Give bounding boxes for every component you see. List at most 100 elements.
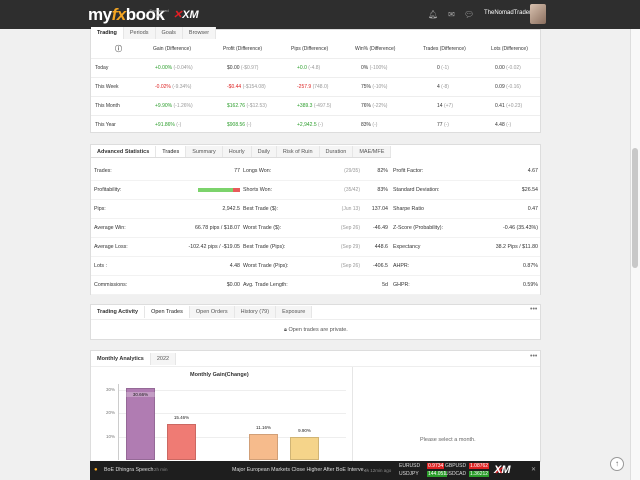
more-options-icon[interactable]: ••• — [530, 353, 538, 360]
stat-label: Worst Trade ($): — [243, 225, 282, 231]
stat-value: $0.00 — [226, 282, 240, 288]
stat-value: 82% — [377, 168, 388, 174]
stat-value: $26.54 — [521, 187, 538, 193]
y-tick-label: 30% — [106, 387, 116, 392]
stat-label: Avg. Trade Length: — [243, 282, 288, 288]
news-item[interactable]: Major European Markets Close Higher Afte… — [232, 467, 369, 473]
chat-icon[interactable]: 💬︎ — [464, 10, 475, 19]
sponsored-label: Sponsored by — [149, 8, 169, 18]
stat-label: Average Loss: — [94, 244, 128, 250]
chart-bar[interactable] — [249, 433, 278, 460]
stat-label: Average Win: — [94, 225, 126, 231]
info-icon[interactable]: ⓘ — [115, 46, 122, 53]
stat-note: (35/42) — [344, 187, 360, 193]
scrollbar-thumb[interactable] — [632, 148, 638, 268]
y-axis — [118, 384, 119, 460]
tab-hourly[interactable]: Hourly — [222, 146, 252, 157]
stat-label[interactable]: GHPR: — [393, 282, 410, 288]
bell-icon[interactable]: 🔔︎ — [428, 10, 439, 19]
stat-label[interactable]: Profit Factor: — [393, 168, 424, 174]
chart-bar[interactable] — [167, 423, 196, 460]
username[interactable]: TheNomadTrader — [484, 10, 532, 16]
stats-row — [91, 257, 540, 276]
stat-note: (Jun 13) — [341, 206, 360, 212]
tab-exposure[interactable]: Exposure — [276, 306, 313, 318]
stat-value: 0.87% — [522, 263, 538, 269]
chart-bar[interactable] — [290, 436, 319, 460]
profitability-win-bar — [198, 188, 233, 192]
stat-note: (29/35) — [344, 168, 360, 174]
year-selector[interactable]: 2022 — [150, 353, 177, 365]
xm-sponsor-logo[interactable]: ✕XM — [173, 9, 199, 21]
stat-label: Lots : — [94, 263, 107, 269]
stat-value: 77 — [234, 168, 240, 174]
stat-label[interactable]: Expectancy — [393, 244, 421, 250]
y-tick-label: 10% — [106, 433, 116, 439]
top-navigation-bar: myfxbook Sponsored by ✕XM 🔔︎ ✉ 💬︎ TheNom… — [0, 0, 640, 29]
tab-risk-of-ruin[interactable]: Risk of Ruin — [276, 146, 320, 157]
tab-periods[interactable]: Periods — [123, 27, 156, 39]
stats-tabs: Advanced Statistics Trades Summary Hourl… — [91, 146, 392, 158]
stat-label: Profitability: — [94, 187, 122, 193]
avatar[interactable] — [530, 4, 546, 24]
tab-open-trades[interactable]: Open Trades — [145, 306, 190, 318]
stat-label[interactable]: Sharpe Ratio — [393, 206, 424, 212]
gridline — [118, 436, 346, 438]
news-item[interactable]: BoE Dhingra Speech — [104, 467, 154, 473]
stat-value: 66.78 pips / $18.07 — [194, 225, 240, 231]
chart-bar[interactable] — [126, 388, 155, 460]
tab-advanced-statistics[interactable]: Advanced Statistics — [91, 146, 157, 157]
tab-history[interactable]: History (79) — [234, 306, 277, 318]
tab-summary[interactable]: Summary — [186, 146, 223, 157]
tab-daily[interactable]: Daily — [251, 146, 277, 157]
chart-title: Monthly Gain(Change) — [190, 372, 249, 378]
tab-open-orders[interactable]: Open Orders — [189, 306, 235, 318]
stat-label: Trades: — [94, 168, 112, 174]
stat-label: Pips: — [94, 206, 106, 212]
stats-row — [91, 219, 540, 238]
stats-row — [91, 200, 540, 219]
stat-label: Commissions: — [94, 282, 128, 288]
stats-row — [91, 276, 540, 295]
stat-value: 38.2 Pips / $11.80 — [495, 244, 538, 250]
tab-goals[interactable]: Goals — [155, 27, 183, 39]
news-dot-icon: ● — [94, 467, 98, 473]
mail-icon[interactable]: ✉ — [448, 10, 455, 19]
scroll-top-icon[interactable]: ↑ — [610, 457, 624, 471]
stat-value: 4.48 — [229, 263, 240, 269]
table-row: This Year +91.86% (-) $908.56 (-) +2,942… — [95, 122, 512, 128]
stat-label[interactable]: Standard Deviation: — [393, 187, 440, 193]
tab-trades[interactable]: Trades — [156, 146, 187, 157]
table-row: This Week -0.02% (-9.34%) -$0.44 (-$154.… — [91, 78, 540, 97]
stat-value: 137.04 — [371, 206, 388, 212]
tab-trading[interactable]: Trading — [91, 27, 124, 39]
table-row: Today +0.00% (-0.04%) $0.00 (-$0.97) +0.… — [91, 59, 540, 78]
table-header-row: ⓘ Gain (Difference) Profit (Difference) … — [91, 40, 540, 59]
stat-value: -0.46 (35.43%) — [502, 225, 538, 231]
select-month-message: Please select a month. — [420, 437, 476, 443]
tab-duration[interactable]: Duration — [319, 146, 354, 157]
myfxbook-logo[interactable]: myfxbook — [88, 5, 165, 24]
stat-note: (Sep 26) — [340, 225, 360, 231]
close-icon[interactable]: ✕ — [531, 467, 537, 473]
lock-icon: 🔒︎ — [284, 327, 287, 333]
stat-label: Longs Won: — [243, 168, 272, 174]
tab-trading-activity[interactable]: Trading Activity — [91, 306, 146, 318]
tab-monthly-analytics[interactable]: Monthly Analytics — [91, 353, 151, 365]
tab-browser[interactable]: Browser — [182, 27, 217, 39]
stat-label[interactable]: AHPR: — [393, 263, 410, 269]
stat-value: 5d — [382, 282, 388, 288]
more-options-icon[interactable]: ••• — [530, 306, 538, 313]
stat-value: 83% — [377, 187, 388, 193]
data-label: 9.90% — [298, 427, 311, 433]
advanced-stats-panel — [90, 144, 541, 295]
private-trades-message: 🔒︎ Open trades are private. — [284, 327, 348, 333]
gridline — [118, 390, 346, 391]
stat-value: -406.5 — [372, 263, 388, 269]
stat-label[interactable]: Z-Score (Probability): — [393, 225, 444, 231]
tab-mae-mfe[interactable]: MAE/MFE — [353, 146, 392, 157]
stats-row — [91, 238, 540, 257]
data-label: 11.16% — [256, 424, 271, 430]
y-tick-label: 20% — [106, 410, 116, 416]
news-ticker-bar: ● BoE Dhingra Speech 2h min Major Europe… — [90, 461, 540, 480]
